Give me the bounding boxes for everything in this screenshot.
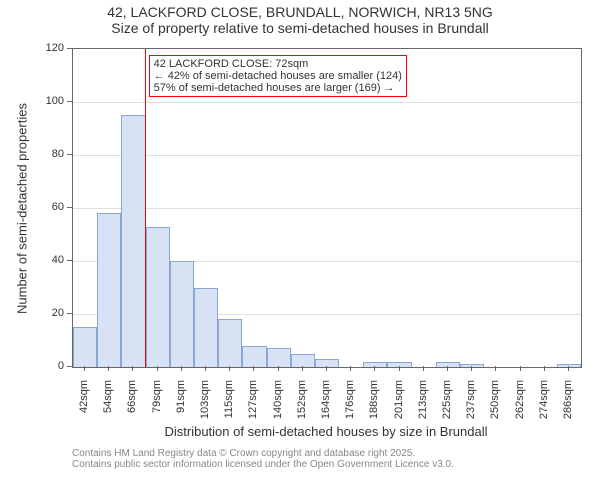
- y-tick-mark: [67, 101, 72, 102]
- x-tick-mark: [399, 366, 400, 371]
- x-tick-mark: [544, 366, 545, 371]
- y-tick-label: 60: [34, 201, 64, 213]
- histogram-bar: [436, 362, 460, 367]
- y-tick-mark: [67, 313, 72, 314]
- x-tick-mark: [132, 366, 133, 371]
- x-tick-label: 42sqm: [78, 380, 90, 480]
- histogram-bar: [121, 115, 145, 367]
- y-tick-mark: [67, 154, 72, 155]
- gridline: [73, 208, 581, 209]
- x-tick-mark: [374, 366, 375, 371]
- y-tick-label: 100: [34, 95, 64, 107]
- chart-title-line2: Size of property relative to semi-detach…: [0, 20, 600, 36]
- x-tick-label: 91sqm: [175, 380, 187, 480]
- marker-line: [145, 49, 146, 367]
- y-axis-title: Number of semi-detached properties: [15, 49, 30, 367]
- x-tick-label: 237sqm: [465, 380, 477, 480]
- x-tick-label: 54sqm: [102, 380, 114, 480]
- histogram-bar: [146, 227, 170, 367]
- x-tick-label: 274sqm: [538, 380, 550, 480]
- x-tick-label: 103sqm: [199, 380, 211, 480]
- annotation-line: ← 42% of semi-detached houses are smalle…: [154, 70, 402, 82]
- y-tick-label: 80: [34, 148, 64, 160]
- annotation-line: 42 LACKFORD CLOSE: 72sqm: [154, 58, 402, 70]
- y-tick-mark: [67, 260, 72, 261]
- x-tick-label: 213sqm: [417, 380, 429, 480]
- x-tick-mark: [350, 366, 351, 371]
- histogram-bar: [73, 327, 97, 367]
- histogram-bar: [170, 261, 194, 367]
- gridline: [73, 155, 581, 156]
- x-tick-label: 115sqm: [223, 380, 235, 480]
- x-tick-mark: [205, 366, 206, 371]
- x-tick-mark: [326, 366, 327, 371]
- y-tick-label: 0: [34, 360, 64, 372]
- x-tick-mark: [181, 366, 182, 371]
- annotation-line: 57% of semi-detached houses are larger (…: [154, 82, 402, 94]
- plot-area: 42 LACKFORD CLOSE: 72sqm← 42% of semi-de…: [72, 48, 582, 368]
- chart-title-line1: 42, LACKFORD CLOSE, BRUNDALL, NORWICH, N…: [0, 4, 600, 20]
- histogram-bar: [557, 364, 581, 367]
- histogram-bar: [267, 348, 291, 367]
- x-tick-label: 201sqm: [393, 380, 405, 480]
- x-tick-mark: [84, 366, 85, 371]
- x-tick-mark: [471, 366, 472, 371]
- x-tick-label: 262sqm: [514, 380, 526, 480]
- annotation-box: 42 LACKFORD CLOSE: 72sqm← 42% of semi-de…: [149, 55, 407, 97]
- y-tick-mark: [67, 48, 72, 49]
- chart-container: 42, LACKFORD CLOSE, BRUNDALL, NORWICH, N…: [0, 0, 600, 500]
- histogram-bar: [218, 319, 242, 367]
- histogram-bar: [194, 288, 218, 368]
- x-tick-label: 152sqm: [296, 380, 308, 480]
- y-tick-mark: [67, 207, 72, 208]
- y-tick-label: 20: [34, 307, 64, 319]
- x-tick-mark: [520, 366, 521, 371]
- histogram-bar: [387, 362, 411, 367]
- x-tick-mark: [157, 366, 158, 371]
- x-tick-mark: [278, 366, 279, 371]
- x-tick-label: 188sqm: [368, 380, 380, 480]
- x-tick-label: 225sqm: [441, 380, 453, 480]
- x-tick-label: 79sqm: [151, 380, 163, 480]
- x-tick-mark: [495, 366, 496, 371]
- x-tick-mark: [229, 366, 230, 371]
- histogram-bar: [242, 346, 266, 367]
- x-tick-label: 127sqm: [247, 380, 259, 480]
- x-tick-label: 140sqm: [272, 380, 284, 480]
- x-tick-mark: [253, 366, 254, 371]
- x-tick-label: 66sqm: [126, 380, 138, 480]
- histogram-bar: [363, 362, 387, 367]
- x-tick-label: 176sqm: [344, 380, 356, 480]
- x-tick-mark: [302, 366, 303, 371]
- x-tick-label: 164sqm: [320, 380, 332, 480]
- x-tick-mark: [447, 366, 448, 371]
- histogram-bar: [291, 354, 315, 367]
- y-tick-label: 120: [34, 42, 64, 54]
- x-tick-mark: [108, 366, 109, 371]
- gridline: [73, 102, 581, 103]
- x-tick-mark: [423, 366, 424, 371]
- y-tick-mark: [67, 366, 72, 367]
- x-tick-label: 286sqm: [562, 380, 574, 480]
- histogram-bar: [97, 213, 121, 367]
- x-tick-mark: [568, 366, 569, 371]
- x-tick-label: 250sqm: [489, 380, 501, 480]
- histogram-bar: [460, 364, 484, 367]
- y-tick-label: 40: [34, 254, 64, 266]
